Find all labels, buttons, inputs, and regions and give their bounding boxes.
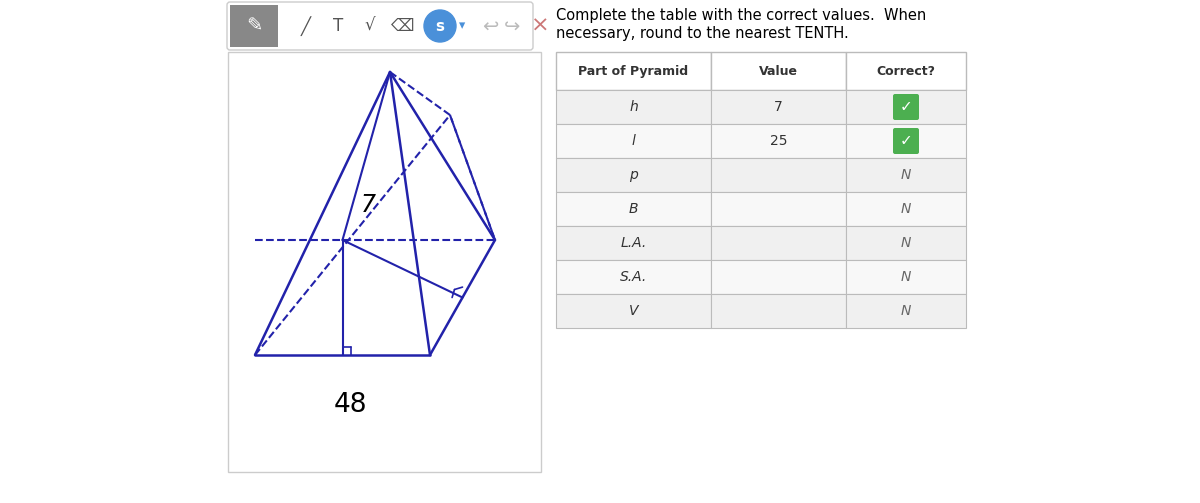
FancyBboxPatch shape: [227, 2, 533, 50]
FancyBboxPatch shape: [228, 52, 541, 472]
FancyBboxPatch shape: [556, 52, 710, 90]
FancyBboxPatch shape: [710, 158, 846, 192]
FancyBboxPatch shape: [893, 128, 919, 154]
Text: N: N: [901, 202, 911, 216]
FancyBboxPatch shape: [710, 226, 846, 260]
Text: N: N: [901, 236, 911, 250]
Text: 25: 25: [769, 134, 787, 148]
Text: p: p: [629, 168, 638, 182]
Text: 48: 48: [334, 392, 367, 418]
Text: ▾: ▾: [458, 20, 466, 33]
Text: Part of Pyramid: Part of Pyramid: [578, 64, 689, 77]
Text: ×: ×: [530, 16, 550, 36]
Text: 7: 7: [774, 100, 782, 114]
Text: Complete the table with the correct values.  When: Complete the table with the correct valu…: [556, 8, 926, 23]
FancyBboxPatch shape: [556, 90, 710, 124]
Text: ⌫: ⌫: [391, 17, 415, 35]
FancyBboxPatch shape: [846, 260, 966, 294]
Text: 7: 7: [360, 193, 376, 217]
FancyBboxPatch shape: [846, 90, 966, 124]
Text: ꜱ: ꜱ: [436, 19, 444, 34]
FancyBboxPatch shape: [556, 294, 710, 328]
Text: N: N: [901, 270, 911, 284]
Text: ↩: ↩: [482, 17, 498, 36]
Text: Correct?: Correct?: [876, 64, 936, 77]
Text: Value: Value: [760, 64, 798, 77]
FancyBboxPatch shape: [846, 226, 966, 260]
FancyBboxPatch shape: [556, 158, 710, 192]
Text: V: V: [629, 304, 638, 318]
Circle shape: [424, 10, 456, 42]
FancyBboxPatch shape: [710, 192, 846, 226]
FancyBboxPatch shape: [710, 90, 846, 124]
Text: ✎: ✎: [246, 17, 262, 36]
FancyBboxPatch shape: [556, 226, 710, 260]
Text: √: √: [365, 17, 376, 35]
Text: B: B: [629, 202, 638, 216]
Text: L.A.: L.A.: [620, 236, 647, 250]
FancyBboxPatch shape: [710, 52, 846, 90]
FancyBboxPatch shape: [846, 192, 966, 226]
FancyBboxPatch shape: [556, 124, 710, 158]
Text: l: l: [631, 134, 636, 148]
FancyBboxPatch shape: [846, 158, 966, 192]
Text: h: h: [629, 100, 638, 114]
Text: ╱: ╱: [301, 16, 311, 36]
Text: N: N: [901, 304, 911, 318]
Text: T: T: [332, 17, 343, 35]
Text: necessary, round to the nearest TENTH.: necessary, round to the nearest TENTH.: [556, 26, 848, 41]
FancyBboxPatch shape: [846, 52, 966, 90]
Text: ↪: ↪: [504, 17, 520, 36]
Text: N: N: [901, 168, 911, 182]
FancyBboxPatch shape: [710, 124, 846, 158]
FancyBboxPatch shape: [846, 294, 966, 328]
FancyBboxPatch shape: [710, 294, 846, 328]
Text: ✓: ✓: [900, 133, 912, 148]
FancyBboxPatch shape: [710, 260, 846, 294]
Text: S.A.: S.A.: [620, 270, 647, 284]
FancyBboxPatch shape: [556, 192, 710, 226]
FancyBboxPatch shape: [556, 260, 710, 294]
FancyBboxPatch shape: [893, 94, 919, 120]
FancyBboxPatch shape: [846, 124, 966, 158]
FancyBboxPatch shape: [230, 5, 278, 47]
Text: ✓: ✓: [900, 100, 912, 115]
